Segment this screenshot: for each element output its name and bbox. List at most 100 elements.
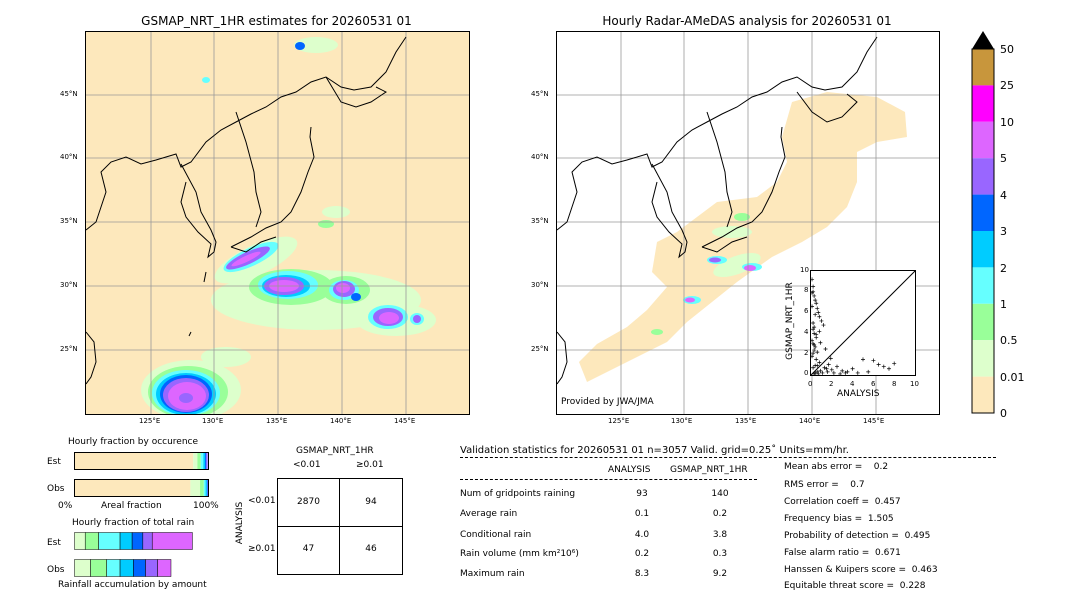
contingency-row-axis: ANALYSIS (235, 501, 245, 545)
scatter-ytick-8: 8 (804, 286, 809, 294)
scatter-point (813, 370, 818, 375)
scatter-point (821, 323, 826, 328)
right-lon-label-145: 145°E (863, 417, 885, 425)
right-lat-label-35: 35°N (531, 217, 549, 225)
colorbar-label-1: 1 (1000, 298, 1007, 311)
scatter-ytick-2: 2 (804, 349, 809, 357)
colorbar-canvas (971, 31, 995, 414)
colorbar-label-5: 5 (1000, 152, 1007, 165)
scatter-point (812, 342, 817, 347)
scatter-ylabel: GSMAP_NRT_1HR (785, 282, 795, 360)
stacked-bar-segment (74, 479, 191, 497)
scatter-xtick-6: 6 (871, 380, 876, 388)
left-lon-label-125: 125°E (139, 417, 161, 425)
scatter-point (855, 370, 860, 375)
contingency-cell-21: 47 (302, 544, 315, 554)
scatter-point (819, 318, 824, 323)
left-lat-label-25: 25°N (60, 345, 78, 353)
scatter-point (825, 369, 830, 374)
stacked-bar-segment (90, 559, 107, 577)
scatter-point (813, 312, 818, 317)
validation-row-analysis: 4.0 (634, 530, 650, 540)
scatter-point (816, 371, 821, 376)
scatter-point (824, 366, 829, 371)
stacked-bar-segment (203, 479, 206, 497)
contingency-cell-11: 2870 (297, 497, 320, 507)
total-rain-title: Hourly fraction of total rain (72, 518, 195, 528)
scatter-point (850, 366, 855, 371)
colorbar-bin (972, 194, 994, 231)
scatter-point (811, 341, 816, 346)
score-line: False alarm ratio = 0.671 (784, 548, 901, 558)
right-rain-overlay (579, 92, 907, 382)
left-lat-label-40: 40°N (60, 153, 78, 161)
right-lon-label-130: 130°E (671, 417, 693, 425)
scatter-point (813, 298, 818, 303)
scatter-point (810, 338, 815, 343)
colorbar-label-10: 10 (1000, 116, 1014, 129)
validation-col-gsmap: GSMAP_NRT_1HR (670, 465, 748, 475)
stacked-bar-segment (157, 559, 172, 577)
right-lon-label-140: 140°E (799, 417, 821, 425)
left-lat-label-30: 30°N (60, 281, 78, 289)
score-line: Equitable threat score = 0.228 (784, 581, 926, 591)
left-lon-label-135: 135°E (266, 417, 288, 425)
scatter-point (828, 356, 833, 361)
scatter-point (820, 370, 825, 375)
right-lat-label-40: 40°N (531, 153, 549, 161)
validation-row-analysis: 93 (636, 489, 648, 499)
occurrence-est-label: Est (47, 457, 61, 467)
score-line: Hanssen & Kuipers score = 0.463 (784, 565, 938, 575)
contingency-col1: <0.01 (293, 460, 321, 470)
scatter-point (811, 284, 816, 289)
radar-credit: Provided by JWA/JMA (561, 397, 654, 407)
scatter-point (811, 321, 816, 325)
validation-col-analysis: ANALYSIS (608, 465, 651, 475)
colorbar-over-arrow (972, 31, 994, 49)
stacked-bar-segment (74, 452, 194, 470)
scatter-point (812, 331, 817, 336)
total-rain-est-label: Est (47, 538, 61, 548)
stacked-bar-segment (119, 532, 133, 550)
colorbar-label-4: 4 (1000, 189, 1007, 202)
scatter-point (887, 366, 891, 371)
scatter-point (813, 344, 818, 349)
scatter-point (810, 354, 815, 359)
colorbar-label-50: 50 (1000, 43, 1014, 56)
colorbar-bin (972, 340, 994, 377)
scatter-point (829, 367, 834, 372)
stacked-bar-segment (84, 532, 99, 550)
left-map-canvas (86, 32, 469, 414)
scatter-point (815, 350, 820, 355)
occurrence-obs-label: Obs (47, 484, 65, 494)
scatter-point (892, 361, 897, 366)
scatter-xtick-10: 10 (910, 380, 919, 388)
scatter-ytick-10: 10 (800, 266, 809, 274)
scatter-point (822, 365, 827, 370)
colorbar-bin (972, 303, 994, 341)
stacked-bar-segment (145, 559, 158, 577)
stacked-bar-segment (151, 532, 193, 550)
scatter-point (814, 301, 819, 306)
validation-row-analysis: 8.3 (634, 569, 650, 579)
validation-row-gsmap: 140 (711, 489, 729, 499)
scatter-point (818, 340, 823, 345)
right-lon-label-135: 135°E (735, 417, 757, 425)
scatter-xtick-2: 2 (829, 380, 834, 388)
score-line: RMS error = 0.7 (784, 480, 865, 490)
scatter-point (823, 347, 828, 351)
colorbar (966, 28, 1016, 418)
occurrence-x-right: 100% (193, 501, 219, 511)
stacked-bar-segment (206, 452, 208, 470)
contingency-table: 2870 94 47 46 (277, 478, 403, 575)
validation-row-gsmap: 9.2 (712, 569, 728, 579)
left-map (85, 31, 470, 415)
stacked-bar-segment (205, 452, 207, 470)
right-lon-label-125: 125°E (608, 417, 630, 425)
scatter-ytick-0: 0 (804, 369, 809, 377)
scatter-point (811, 289, 816, 294)
scatter-xtick-4: 4 (850, 380, 855, 388)
scatter-point (817, 314, 822, 319)
stacked-bar-segment (206, 479, 208, 497)
validation-row-gsmap: 0.3 (712, 549, 728, 559)
